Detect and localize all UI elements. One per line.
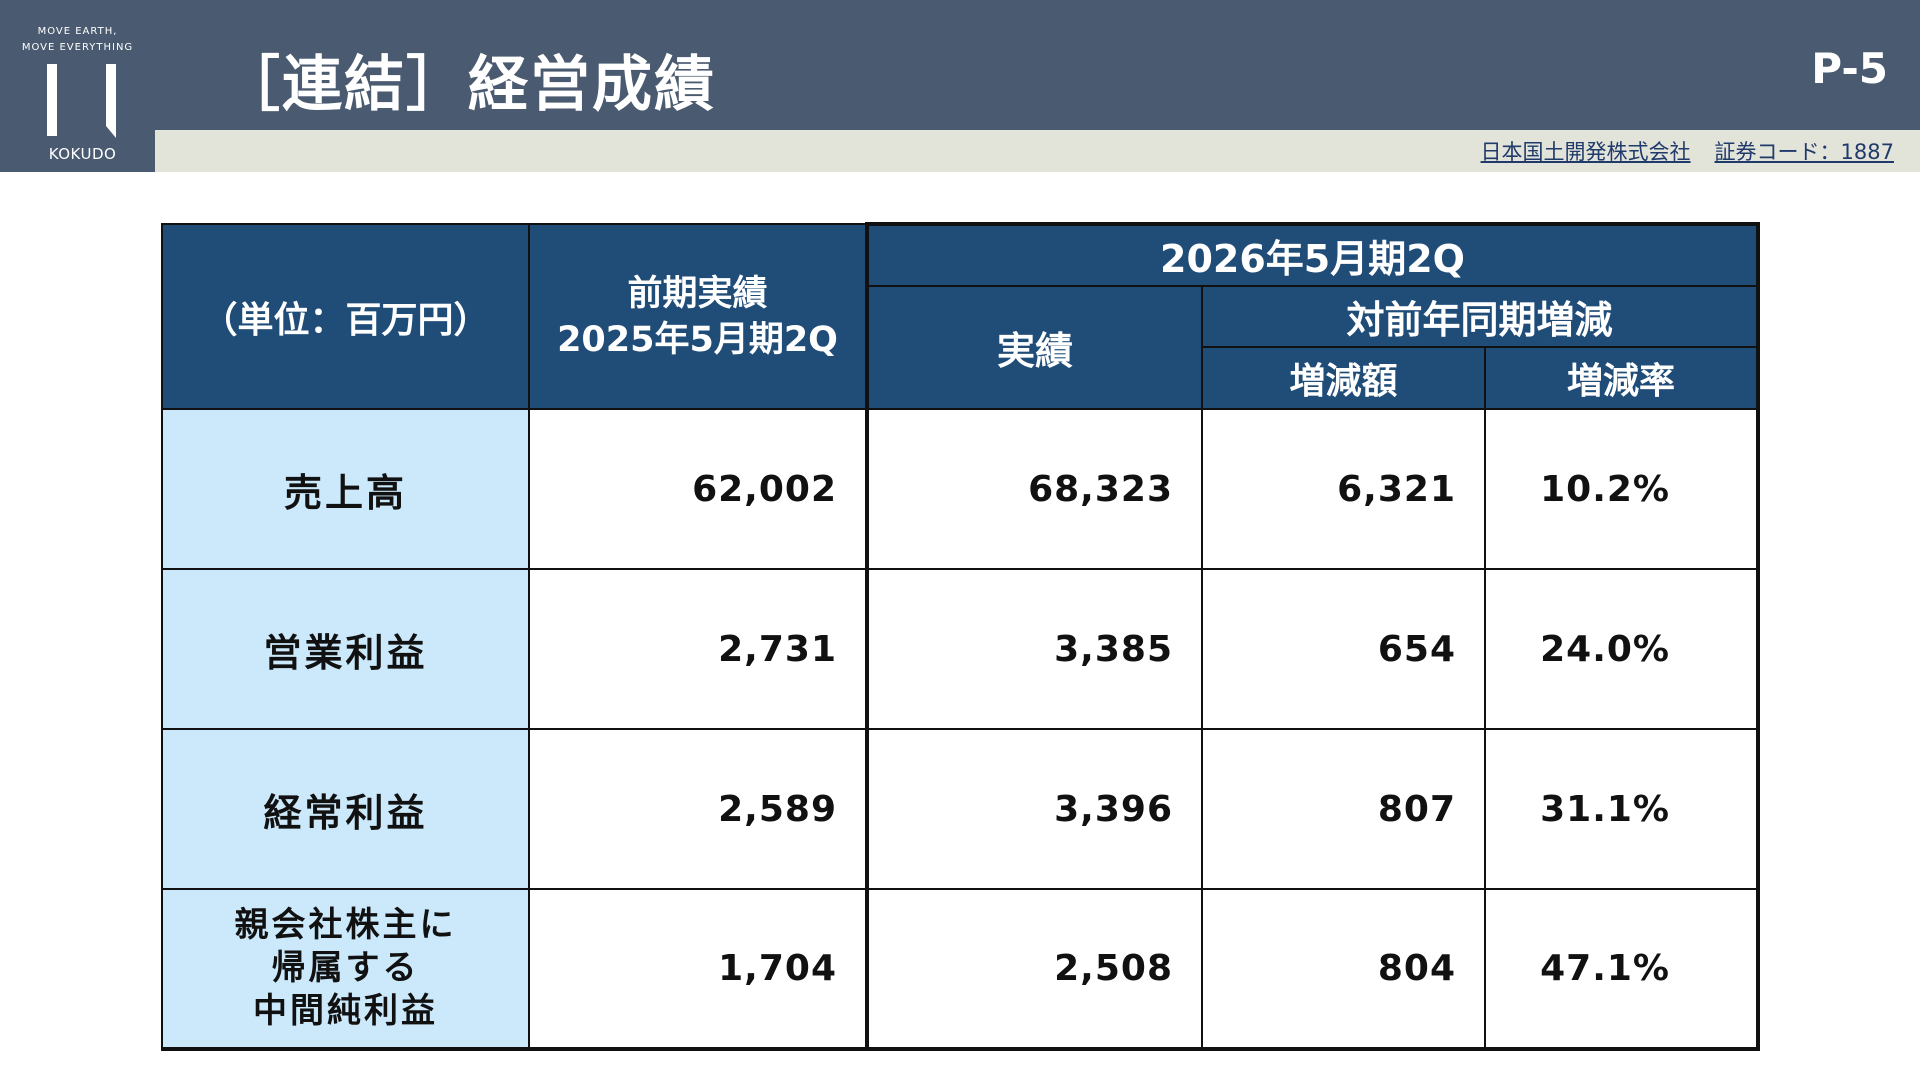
current-period-header: 2026年5月期2Q [865,222,1760,287]
table-row: 営業利益 2,731 3,385 654 24.0% [161,568,1760,730]
prev-value: 2,731 [528,568,868,730]
prev-header-line-1: 前期実績 [627,273,768,314]
diff-header: 増減額 [1201,346,1486,410]
row-label-line: 営業利益 [263,630,428,675]
row-label: 売上高 [161,408,530,570]
actual-header: 実績 [865,285,1203,410]
prev-header-line-2: 2025年5月期2Q [557,319,838,360]
actual-value: 3,396 [865,728,1203,890]
unit-label: （単位：百万円） [161,223,530,410]
header-row-1: （単位：百万円） 前期実績 2025年5月期2Q 2026年5月期2Q [161,222,1760,410]
diff-value: 807 [1201,728,1486,890]
rate-value: 24.0% [1484,568,1760,730]
diff-value: 654 [1201,568,1486,730]
row-label: 経常利益 [161,728,530,890]
logo-tagline: MOVE EARTH, MOVE EVERYTHING [21,26,134,53]
row-label-line: 中間純利益 [253,991,438,1031]
company-name: 日本国土開発株式会社 [1480,140,1691,164]
rate-value: 10.2% [1484,408,1760,570]
header-row-2: 実績 対前年同期増減 [162,285,1760,410]
row-label: 親会社株主に 帰属する 中間純利益 [161,888,530,1051]
actual-value: 68,323 [865,408,1203,570]
prev-value: 2,589 [528,728,868,890]
rate-value: 47.1% [1484,888,1760,1051]
company-stock-code-link[interactable]: 日本国土開発株式会社 証券コード：1887 [1481,136,1894,166]
diff-value: 804 [1201,888,1486,1051]
stock-code: 証券コード：1887 [1714,140,1894,164]
company-logo: MOVE EARTH, MOVE EVERYTHING KOKUDO [0,0,155,172]
row-label-line: 経常利益 [263,790,428,835]
row-label-line: 帰属する [271,948,420,988]
logo-mark-icon [47,64,116,138]
header-row-3: 増減額 増減率 [162,346,1760,410]
header-bar [0,0,1920,130]
page-number: P-5 [1811,44,1888,93]
table-row: 親会社株主に 帰属する 中間純利益 1,704 2,508 804 47.1% [161,888,1760,1051]
results-table: （単位：百万円） 前期実績 2025年5月期2Q 2026年5月期2Q 実績 対… [161,222,1760,1051]
table-row: 経常利益 2,589 3,396 807 31.1% [161,728,1760,890]
rate-value: 31.1% [1484,728,1760,890]
rate-header: 増減率 [1484,346,1760,410]
actual-value: 3,385 [865,568,1203,730]
diff-value: 6,321 [1201,408,1486,570]
row-label-line: 親会社株主に [234,905,457,945]
row-label-line: 売上高 [283,470,407,515]
actual-value: 2,508 [865,888,1203,1051]
prev-value: 62,002 [528,408,868,570]
logo-wordmark: KOKUDO [48,145,117,163]
company-info-bar [155,130,1920,172]
table-row: 売上高 62,002 68,323 6,321 10.2% [161,408,1760,570]
prev-period-header: 前期実績 2025年5月期2Q [528,223,868,410]
page-title: ［連結］経営成績 [220,50,716,120]
row-label: 営業利益 [161,568,530,730]
yoy-header: 対前年同期増減 [1201,285,1760,348]
prev-value: 1,704 [528,888,868,1051]
